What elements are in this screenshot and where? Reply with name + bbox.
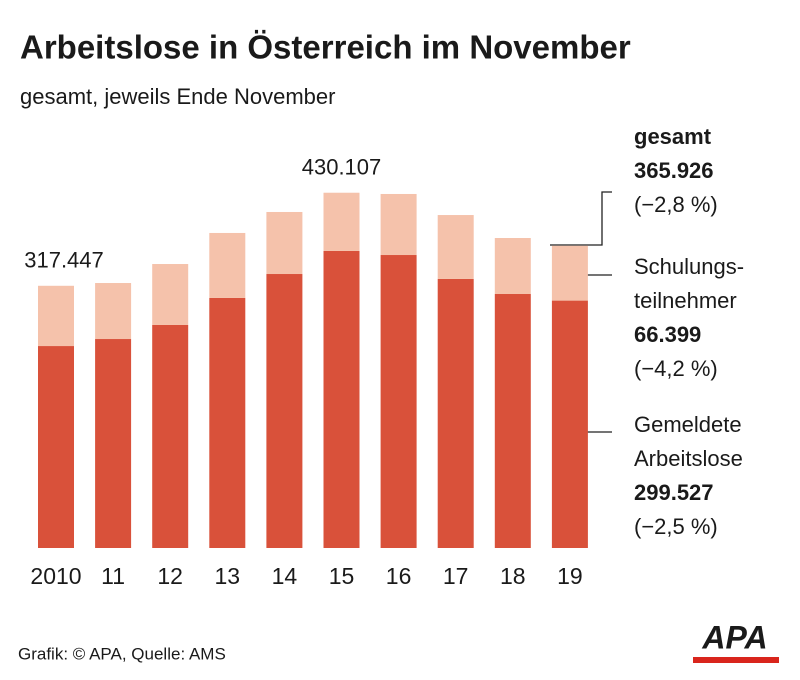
- bar-segment: [437, 278, 474, 548]
- bar-segment: [551, 300, 588, 548]
- chart-subtitle: gesamt, jeweils Ende November: [20, 84, 335, 109]
- x-tick-label: 17: [443, 563, 469, 589]
- source: Grafik: © APA, Quelle: AMS: [18, 644, 226, 663]
- x-tick-label: 18: [500, 563, 526, 589]
- bar-segment: [380, 255, 417, 548]
- bar-segment: [209, 232, 246, 298]
- bar-segment: [95, 339, 132, 548]
- bar-segment: [95, 283, 132, 340]
- bar-segment: [494, 294, 531, 548]
- legend-text: 299.527: [634, 480, 714, 505]
- x-tick-label: 19: [557, 563, 583, 589]
- legend-connector: [550, 191, 612, 246]
- bar-segment: [209, 297, 246, 548]
- logo-bar: [693, 657, 779, 663]
- bar-segment: [152, 264, 189, 325]
- bar-segment: [437, 215, 474, 279]
- x-tick-label: 16: [386, 563, 412, 589]
- legend-text: Schulungs-: [634, 254, 744, 279]
- total-label: 430.107: [302, 155, 382, 180]
- legend-text: Gemeldete: [634, 412, 742, 437]
- x-tick-label: 2010: [30, 563, 81, 589]
- legend-text: (−2,5 %): [634, 514, 718, 539]
- x-tick-label: 11: [101, 563, 125, 589]
- bar-segment: [551, 245, 588, 301]
- legend-text: teilnehmer: [634, 288, 737, 313]
- total-label: 317.447: [24, 248, 104, 273]
- legend-text: 66.399: [634, 322, 701, 347]
- bar-segment: [380, 193, 417, 256]
- bar-segment: [266, 211, 303, 275]
- x-tick-label: 15: [329, 563, 355, 589]
- bar-segment: [494, 238, 531, 295]
- legend-text: gesamt: [634, 124, 712, 149]
- legend-text: (−2,8 %): [634, 192, 718, 217]
- bar-segment: [266, 274, 303, 548]
- x-tick-label: 13: [215, 563, 241, 589]
- bar-segment: [38, 285, 74, 347]
- chart-title: Arbeitslose in Österreich im November: [20, 29, 631, 66]
- x-tick-label: 12: [157, 563, 183, 589]
- bar-segment: [323, 192, 360, 251]
- legend-text: Arbeitslose: [634, 446, 743, 471]
- x-tick-label: 14: [272, 563, 298, 589]
- legend-text: 365.926: [634, 158, 714, 183]
- bar-segment: [152, 324, 189, 548]
- logo: APA: [701, 619, 767, 655]
- bar-segment: [323, 250, 360, 548]
- legend-text: (−4,2 %): [634, 356, 718, 381]
- bar-segment: [38, 346, 74, 548]
